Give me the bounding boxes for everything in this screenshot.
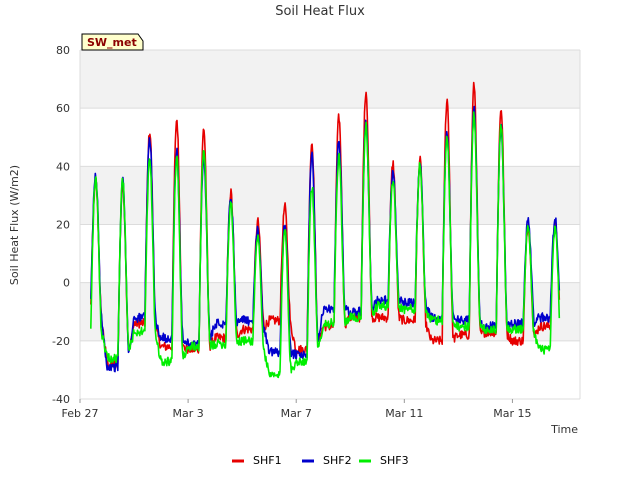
series-line-shf3 — [90, 111, 561, 379]
y-tick-label: 80 — [56, 44, 70, 57]
x-tick-label: Mar 3 — [172, 407, 203, 420]
y-axis-ticks: -40 -20 0 20 40 60 80 — [52, 44, 70, 406]
legend-label-shf3: SHF3 — [380, 454, 409, 467]
y-axis-label: Soil Heat Flux (W/m2) — [8, 165, 21, 285]
legend-label-shf2: SHF2 — [323, 454, 352, 467]
y-tick-label: 20 — [56, 219, 70, 232]
x-tick-label: Mar 7 — [281, 407, 312, 420]
y-tick-label: 0 — [63, 277, 70, 290]
station-tag-box — [81, 33, 144, 51]
grid-band — [80, 166, 580, 225]
legend-label-shf1: SHF1 — [253, 454, 282, 467]
x-tick-label: Feb 27 — [62, 407, 99, 420]
y-tick-label: 40 — [56, 160, 70, 173]
y-tick-label: -40 — [52, 393, 70, 406]
station-tag: SW_met — [81, 33, 144, 51]
series-line-shf2 — [90, 105, 561, 373]
chart-title: Soil Heat Flux — [275, 4, 365, 19]
x-tick-label: Mar 15 — [493, 407, 531, 420]
station-tag-label: SW_met — [87, 36, 137, 49]
series-layer — [90, 81, 561, 379]
x-axis-ticks: Feb 27 Mar 3 Mar 7 Mar 11 Mar 15 — [62, 399, 532, 420]
y-tick-label: 60 — [56, 102, 70, 115]
legend: SHF1 SHF2 SHF3 — [232, 454, 409, 467]
y-tick-label: -20 — [52, 335, 70, 348]
x-axis-label: Time — [550, 423, 578, 436]
grid-band — [80, 50, 580, 109]
x-tick-label: Mar 11 — [385, 407, 423, 420]
